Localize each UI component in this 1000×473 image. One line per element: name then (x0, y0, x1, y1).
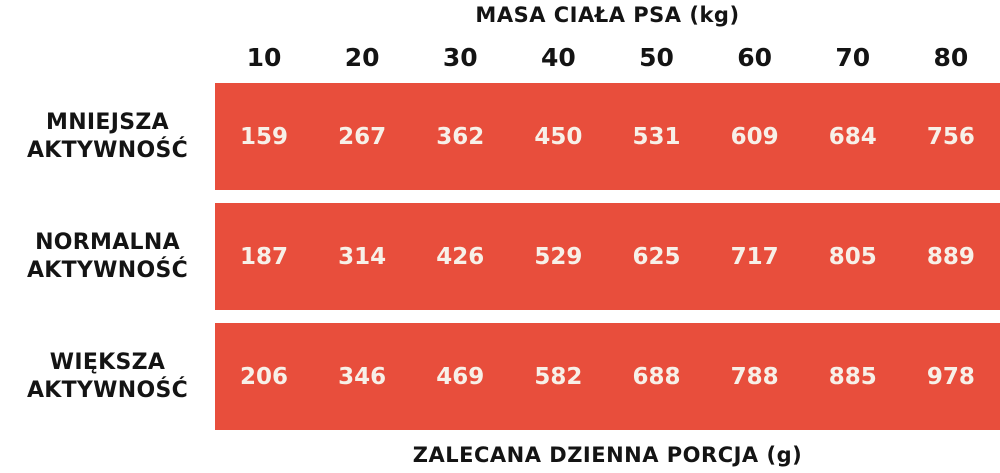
column-header-30: 30 (442, 43, 478, 72)
portion-value: 978 (926, 363, 975, 390)
column-header-70: 70 (835, 43, 871, 72)
portion-value: 187 (240, 243, 289, 270)
portion-value: 805 (828, 243, 877, 270)
table-title: MASA CIAŁA PSA (kg) (475, 3, 740, 27)
portion-value: 688 (632, 363, 681, 390)
portion-value: 531 (632, 123, 681, 150)
table-row-higher-activity: WIĘKSZA AKTYWNOŚĆ 206 346 469 582 688 78… (0, 323, 1000, 430)
portion-value: 889 (926, 243, 975, 270)
row-bar-normal-activity: 187 314 426 529 625 717 805 889 (215, 203, 1000, 310)
portion-value: 362 (436, 123, 485, 150)
portion-value: 346 (338, 363, 387, 390)
column-headers: 10 20 30 40 50 60 70 80 (215, 43, 1000, 72)
column-header-row: 10 20 30 40 50 60 70 80 (0, 32, 1000, 83)
portion-value: 582 (534, 363, 583, 390)
portion-value: 450 (534, 123, 583, 150)
portion-value: 788 (730, 363, 779, 390)
portion-value: 684 (828, 123, 877, 150)
column-header-20: 20 (344, 43, 380, 72)
row-bar-higher-activity: 206 346 469 582 688 788 885 978 (215, 323, 1000, 430)
row-label-higher-activity: WIĘKSZA AKTYWNOŚĆ (0, 323, 215, 430)
portion-value: 625 (632, 243, 681, 270)
portion-value: 756 (926, 123, 975, 150)
row-label-line1: MNIEJSZA (46, 110, 169, 135)
row-label-line1: NORMALNA (35, 230, 180, 255)
portion-value: 314 (338, 243, 387, 270)
table-row-normal-activity: NORMALNA AKTYWNOŚĆ 187 314 426 529 625 7… (0, 203, 1000, 310)
row-label-normal-activity: NORMALNA AKTYWNOŚĆ (0, 203, 215, 310)
portion-value: 469 (436, 363, 485, 390)
portion-value: 717 (730, 243, 779, 270)
portion-value: 529 (534, 243, 583, 270)
column-header-80: 80 (933, 43, 969, 72)
column-header-10: 10 (246, 43, 282, 72)
portion-value: 609 (730, 123, 779, 150)
row-label-line2: AKTYWNOŚĆ (26, 137, 189, 163)
portion-value: 159 (240, 123, 289, 150)
row-label-line2: AKTYWNOŚĆ (26, 377, 189, 403)
column-header-60: 60 (737, 43, 773, 72)
table-caption: ZALECANA DZIENNA PORCJA (g) (412, 443, 803, 467)
portion-value: 267 (338, 123, 387, 150)
table-row-lower-activity: MNIEJSZA AKTYWNOŚĆ 159 267 362 450 531 6… (0, 83, 1000, 190)
row-bar-lower-activity: 159 267 362 450 531 609 684 756 (215, 83, 1000, 190)
row-label-line1: WIĘKSZA (49, 350, 166, 375)
column-header-40: 40 (541, 43, 576, 72)
row-label-lower-activity: MNIEJSZA AKTYWNOŚĆ (0, 83, 215, 190)
portion-value: 885 (828, 363, 877, 390)
portion-value: 426 (436, 243, 485, 270)
column-header-50: 50 (639, 43, 674, 72)
portion-value: 206 (240, 363, 289, 390)
row-label-line2: AKTYWNOŚĆ (26, 257, 189, 283)
